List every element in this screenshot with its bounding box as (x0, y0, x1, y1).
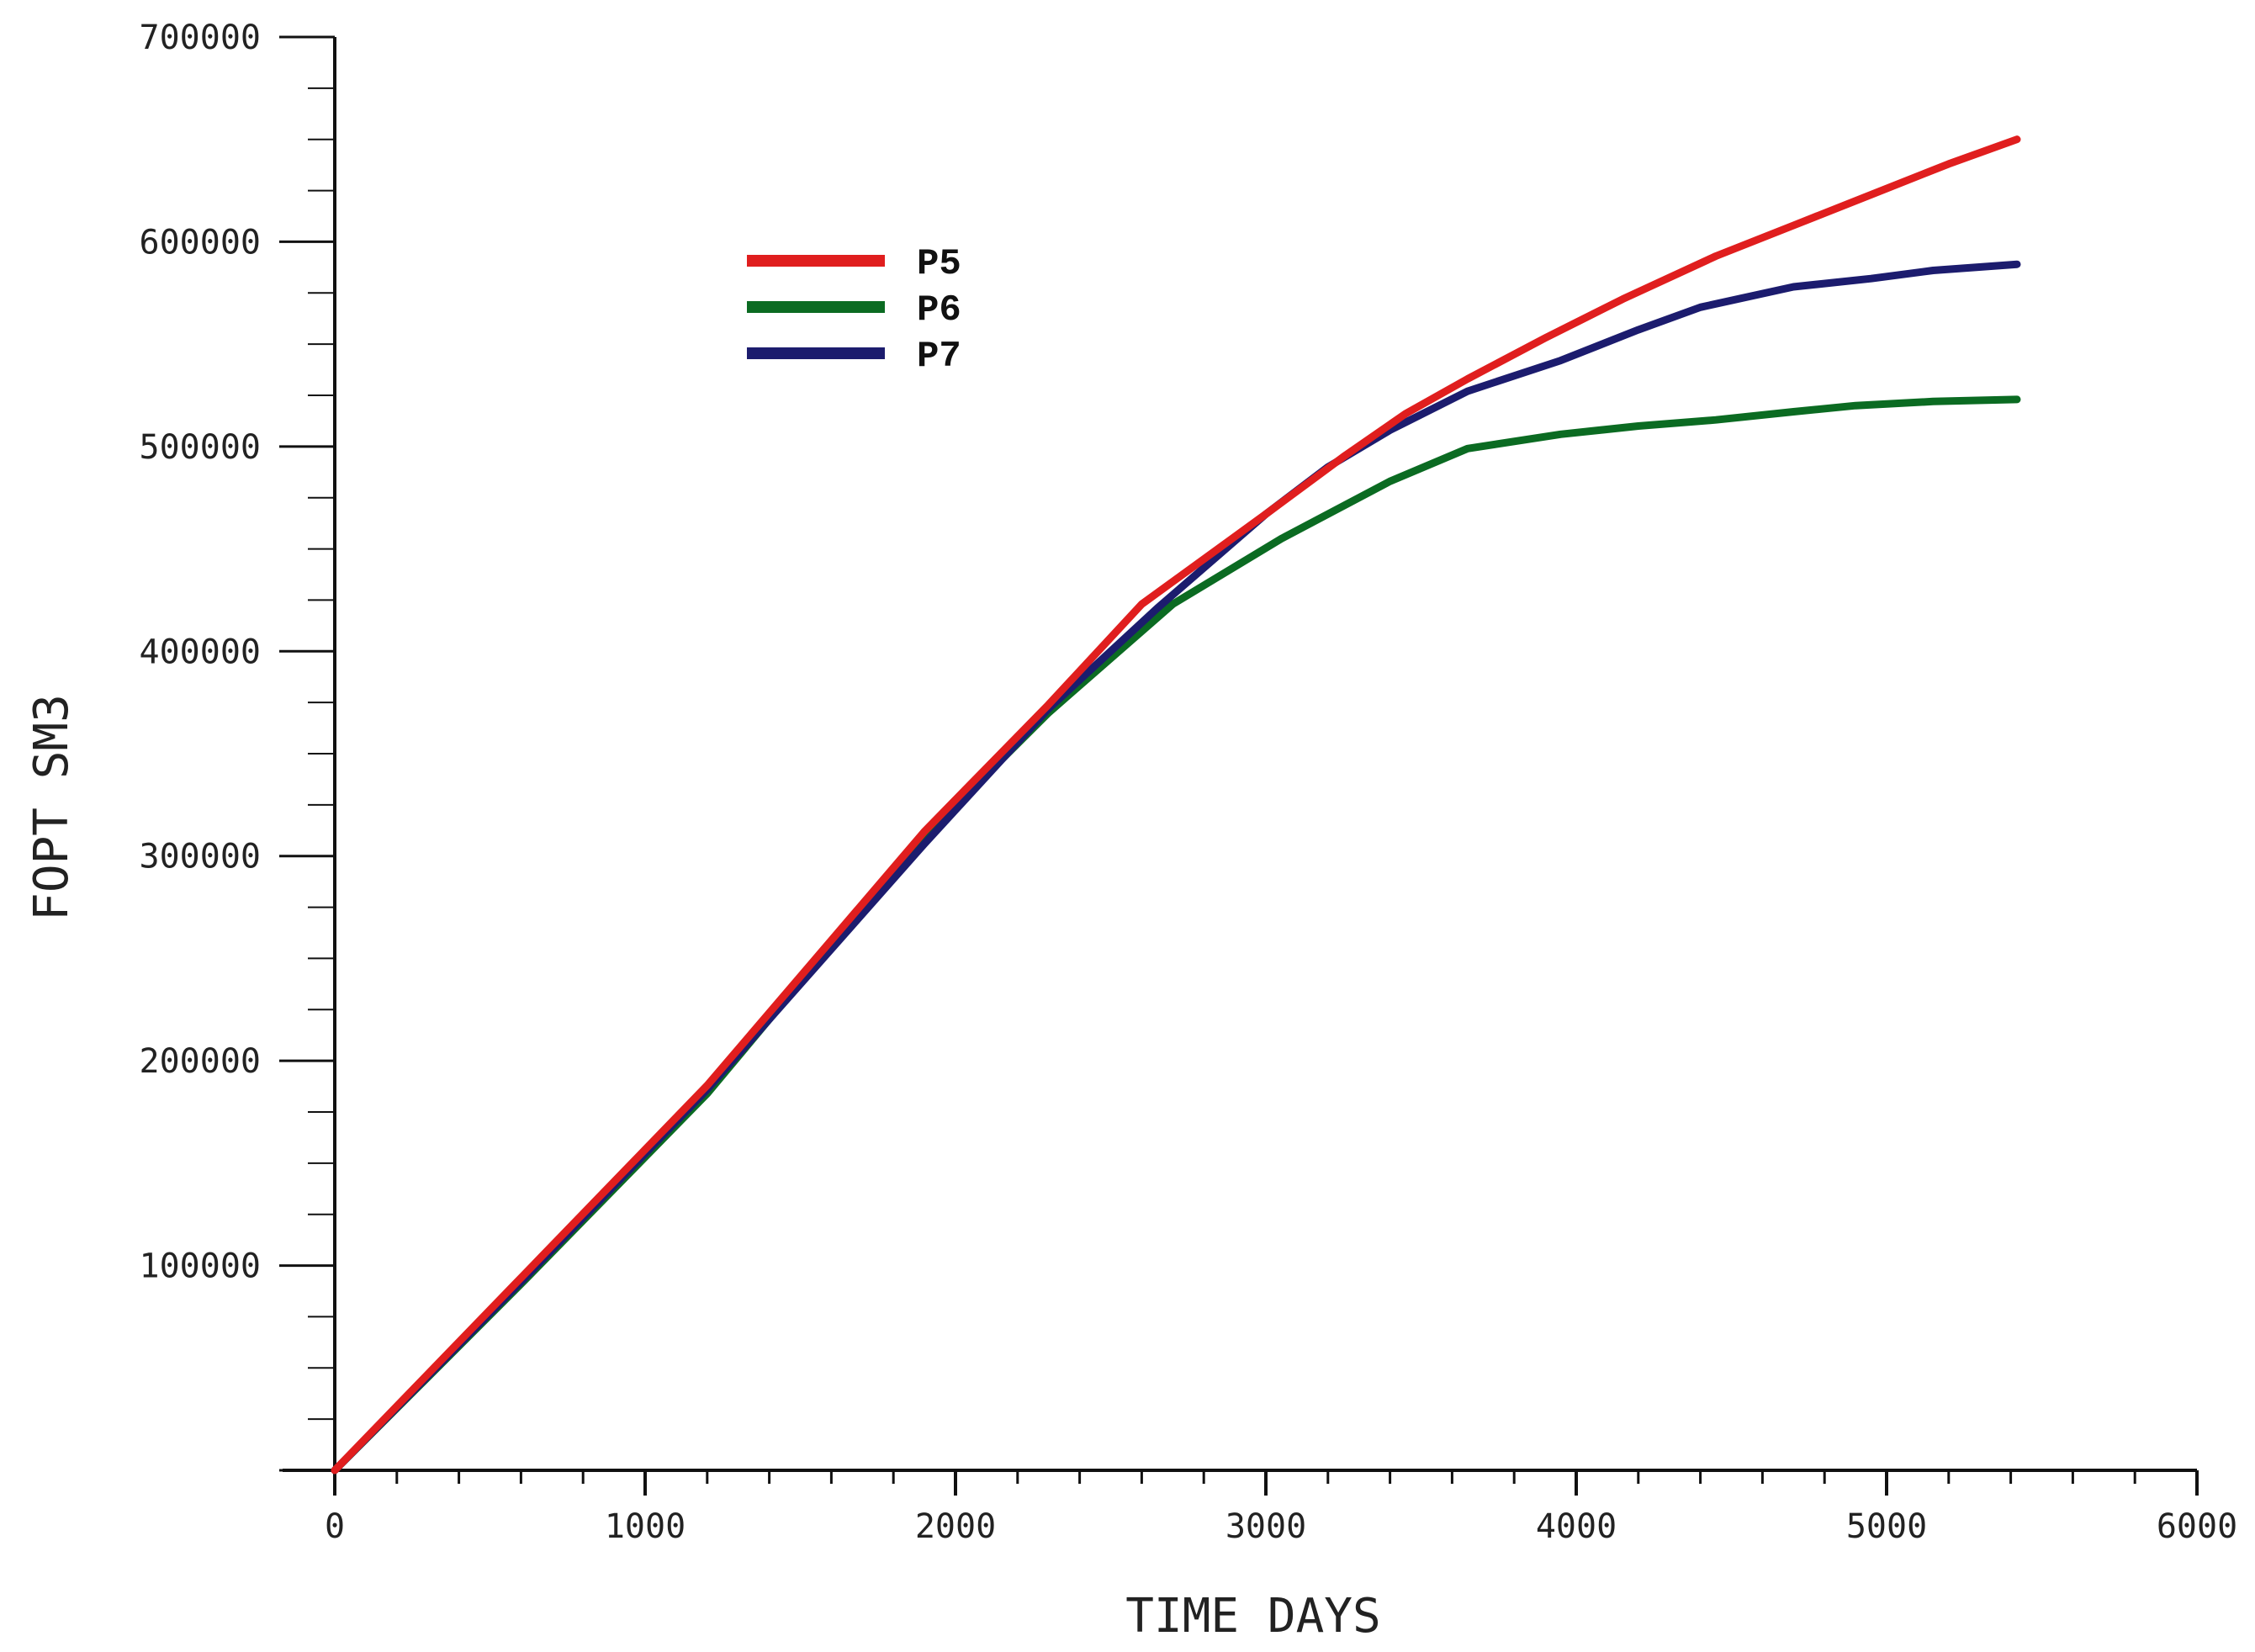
legend-label-p6: P6 (917, 289, 961, 331)
x-tick-label: 6000 (2157, 1507, 2237, 1546)
x-axis-title: TIME DAYS (1125, 1589, 1380, 1644)
tick-marks (279, 37, 2197, 1496)
y-tick-label: 600000 (140, 223, 262, 262)
series-line-p5 (335, 140, 2017, 1470)
y-tick-label: 700000 (140, 19, 262, 57)
legend-label-p7: P7 (917, 336, 961, 378)
x-tick-label: 0 (325, 1507, 345, 1546)
y-axis-title: FOPT SM3 (24, 694, 79, 921)
axes (283, 37, 2197, 1472)
x-tick-label: 1000 (605, 1507, 685, 1546)
legend-label-p5: P5 (917, 243, 961, 285)
series-line-p6 (335, 400, 2017, 1470)
y-tick-label: 500000 (140, 428, 262, 467)
x-tick-label: 2000 (915, 1507, 996, 1546)
y-tick-label: 300000 (140, 838, 262, 876)
y-tick-label: 200000 (140, 1042, 262, 1081)
series-line-p7 (335, 264, 2017, 1470)
y-tick-label: 100000 (140, 1247, 262, 1286)
x-tick-label: 3000 (1225, 1507, 1306, 1546)
tick-labels: 0 1000 2000 3000 4000 5000 6000 100000 200000 300… (140, 19, 2238, 1546)
y-tick-label: 400000 (140, 633, 262, 671)
x-tick-label: 5000 (1846, 1507, 1927, 1546)
series-lines (335, 140, 2017, 1470)
x-tick-label: 4000 (1536, 1507, 1617, 1546)
